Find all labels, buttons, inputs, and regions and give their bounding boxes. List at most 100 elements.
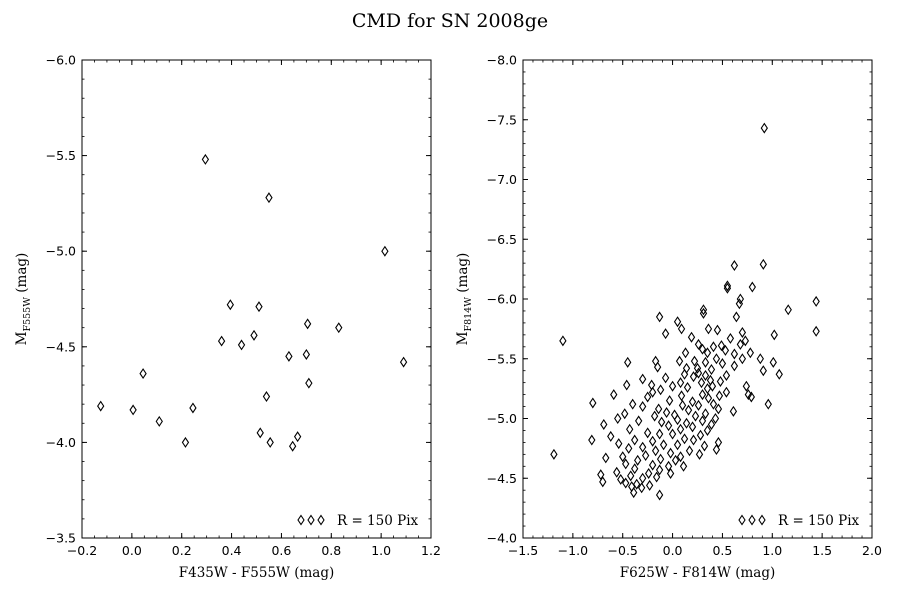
data-point (714, 403, 723, 415)
data-point (655, 489, 664, 501)
data-point (668, 380, 677, 392)
x-tick-label: −1.0 (558, 543, 588, 558)
data-point (255, 301, 263, 313)
data-point (650, 410, 659, 422)
data-point (648, 459, 657, 471)
data-point (684, 404, 693, 416)
data-point (676, 423, 685, 435)
x-tick-label: 0.6 (271, 543, 291, 558)
legend-marker (317, 514, 325, 526)
data-point (644, 467, 653, 479)
data-point (673, 414, 682, 426)
y-axis-label: MF555W (mag) (14, 253, 33, 346)
y-axis-label: MF814W (mag) (455, 253, 474, 346)
data-point (619, 451, 627, 463)
legend-marker (748, 514, 756, 526)
data-point (722, 369, 731, 381)
x-tick-label: 1.0 (371, 543, 391, 558)
data-point (769, 356, 777, 368)
data-point (732, 311, 741, 323)
y-axis-label-subscript: F814W (463, 297, 474, 332)
data-point (293, 431, 302, 443)
x-tick-label: 0.8 (321, 543, 341, 558)
data-point (250, 329, 258, 341)
y-axis-label-unit: (mag) (14, 253, 30, 297)
y-tick-label: −5.0 (46, 244, 76, 259)
data-point (738, 353, 747, 365)
data-point (559, 335, 567, 347)
data-point (656, 384, 665, 396)
data-point (129, 404, 137, 416)
data-point (699, 304, 708, 316)
data-point (730, 360, 739, 372)
data-point (747, 391, 756, 403)
x-tick-label: 0.0 (122, 543, 142, 558)
data-point (712, 444, 721, 456)
data-point (723, 282, 732, 294)
y-tick-label: −6.5 (487, 232, 517, 247)
data-point (668, 428, 677, 440)
data-point (614, 413, 622, 424)
data-point (697, 377, 706, 389)
data-point (666, 467, 675, 479)
x-tick-label: 0.4 (222, 543, 242, 558)
legend-marker (297, 514, 305, 526)
data-point (723, 280, 732, 292)
data-point (607, 430, 615, 442)
data-point (703, 424, 712, 436)
data-point (256, 427, 264, 439)
data-point (693, 362, 702, 374)
data-point (721, 344, 730, 356)
data-point (651, 445, 660, 457)
data-point (662, 407, 671, 419)
data-point (617, 473, 625, 485)
data-point (638, 401, 647, 413)
data-point (680, 368, 689, 380)
data-point (682, 362, 691, 374)
data-point (645, 479, 654, 491)
data-point (681, 347, 690, 359)
data-point (657, 416, 666, 428)
data-point (648, 435, 657, 447)
y-tick-label: −4.5 (487, 471, 517, 486)
data-point (701, 356, 710, 368)
data-point (709, 341, 718, 353)
data-point (688, 421, 697, 433)
data-point (631, 434, 639, 446)
data-point (735, 298, 744, 310)
data-point (706, 374, 715, 386)
y-tick-label: −6.0 (46, 53, 76, 68)
data-point (656, 453, 665, 465)
data-point (707, 364, 716, 375)
data-point (713, 324, 722, 336)
y-tick-label: −5.0 (487, 411, 517, 426)
data-point (688, 396, 697, 408)
data-point (703, 347, 712, 359)
data-point (694, 338, 703, 350)
legend-label: R = 150 Pix (337, 513, 419, 529)
data-point (673, 316, 682, 328)
data-point (709, 398, 718, 410)
data-point (726, 332, 735, 344)
data-point (634, 454, 642, 466)
axes-frame (81, 59, 432, 539)
data-point (381, 245, 389, 257)
data-point (722, 386, 731, 398)
data-point (588, 434, 596, 446)
data-point (687, 331, 696, 343)
y-axis-label-main: M (14, 331, 30, 345)
data-point (623, 379, 631, 391)
figure-title: CMD for SN 2008ge (352, 10, 548, 32)
data-point (633, 478, 641, 490)
data-point (599, 476, 607, 488)
data-point (759, 365, 767, 377)
data-point (676, 451, 685, 463)
data-point (676, 377, 685, 389)
data-point (685, 445, 694, 457)
data-point (691, 410, 700, 422)
y-axis-label-main: M (455, 331, 471, 345)
data-point (712, 353, 721, 365)
y-tick-label: −7.0 (487, 172, 517, 187)
data-point (597, 469, 605, 481)
legend-marker (758, 514, 766, 526)
